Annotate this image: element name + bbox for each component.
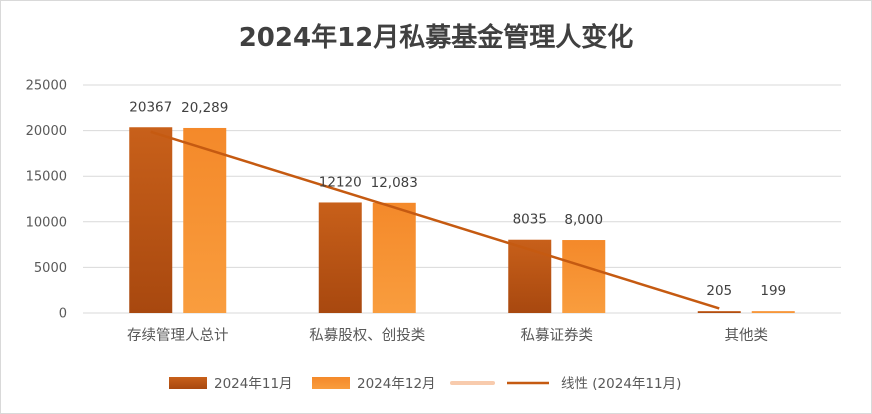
legend-label-trendline: 线性 (2024年11月) — [561, 376, 681, 392]
legend-swatch — [169, 377, 207, 389]
y-tick-label: 0 — [59, 307, 67, 322]
bar-dec-0 — [183, 127, 227, 313]
bar-nov-2 — [508, 239, 552, 313]
category-label: 存续管理人总计 — [127, 327, 229, 344]
bar-nov-1 — [318, 202, 362, 313]
y-tick-label: 15000 — [26, 170, 67, 185]
data-label: 8035 — [513, 212, 547, 228]
y-tick-label: 20000 — [26, 124, 67, 139]
bar-nov-3 — [697, 311, 741, 313]
data-label: 8,000 — [564, 212, 603, 228]
data-label: 12120 — [319, 174, 362, 190]
data-label: 20,289 — [181, 100, 228, 116]
data-label: 205 — [706, 283, 732, 299]
data-labels: 20367 20,289 12120 12,083 8035 8,000 205 199 — [129, 99, 786, 299]
y-tick-label: 5000 — [34, 261, 67, 276]
category-label: 私募证券类 — [521, 327, 594, 344]
bar-nov-0 — [129, 127, 173, 313]
bar-dec-1 — [372, 202, 416, 313]
legend-swatch — [312, 377, 350, 389]
y-axis: 0 5000 10000 15000 20000 25000 — [26, 79, 67, 322]
trendline — [150, 130, 720, 310]
legend: 2024年11月 2024年12月 线性 (2024年11月) — [169, 376, 681, 392]
x-axis: 存续管理人总计 私募股权、创投类 私募证券类 其他类 — [127, 327, 768, 344]
data-label: 20367 — [129, 99, 172, 115]
bar-dec-3 — [751, 311, 795, 313]
legend-label: 2024年11月 — [214, 376, 293, 392]
y-tick-label: 25000 — [26, 79, 67, 94]
bars — [129, 127, 795, 313]
data-label: 199 — [760, 283, 786, 299]
category-label: 其他类 — [725, 327, 769, 344]
y-tick-label: 10000 — [26, 215, 67, 230]
bar-dec-2 — [562, 240, 606, 313]
trendline-linear — [150, 130, 720, 310]
chart-title: 2024年12月私募基金管理人变化 — [238, 23, 634, 53]
legend-label: 2024年12月 — [357, 376, 436, 392]
data-label: 12,083 — [371, 175, 418, 191]
category-label: 私募股权、创投类 — [309, 327, 425, 344]
